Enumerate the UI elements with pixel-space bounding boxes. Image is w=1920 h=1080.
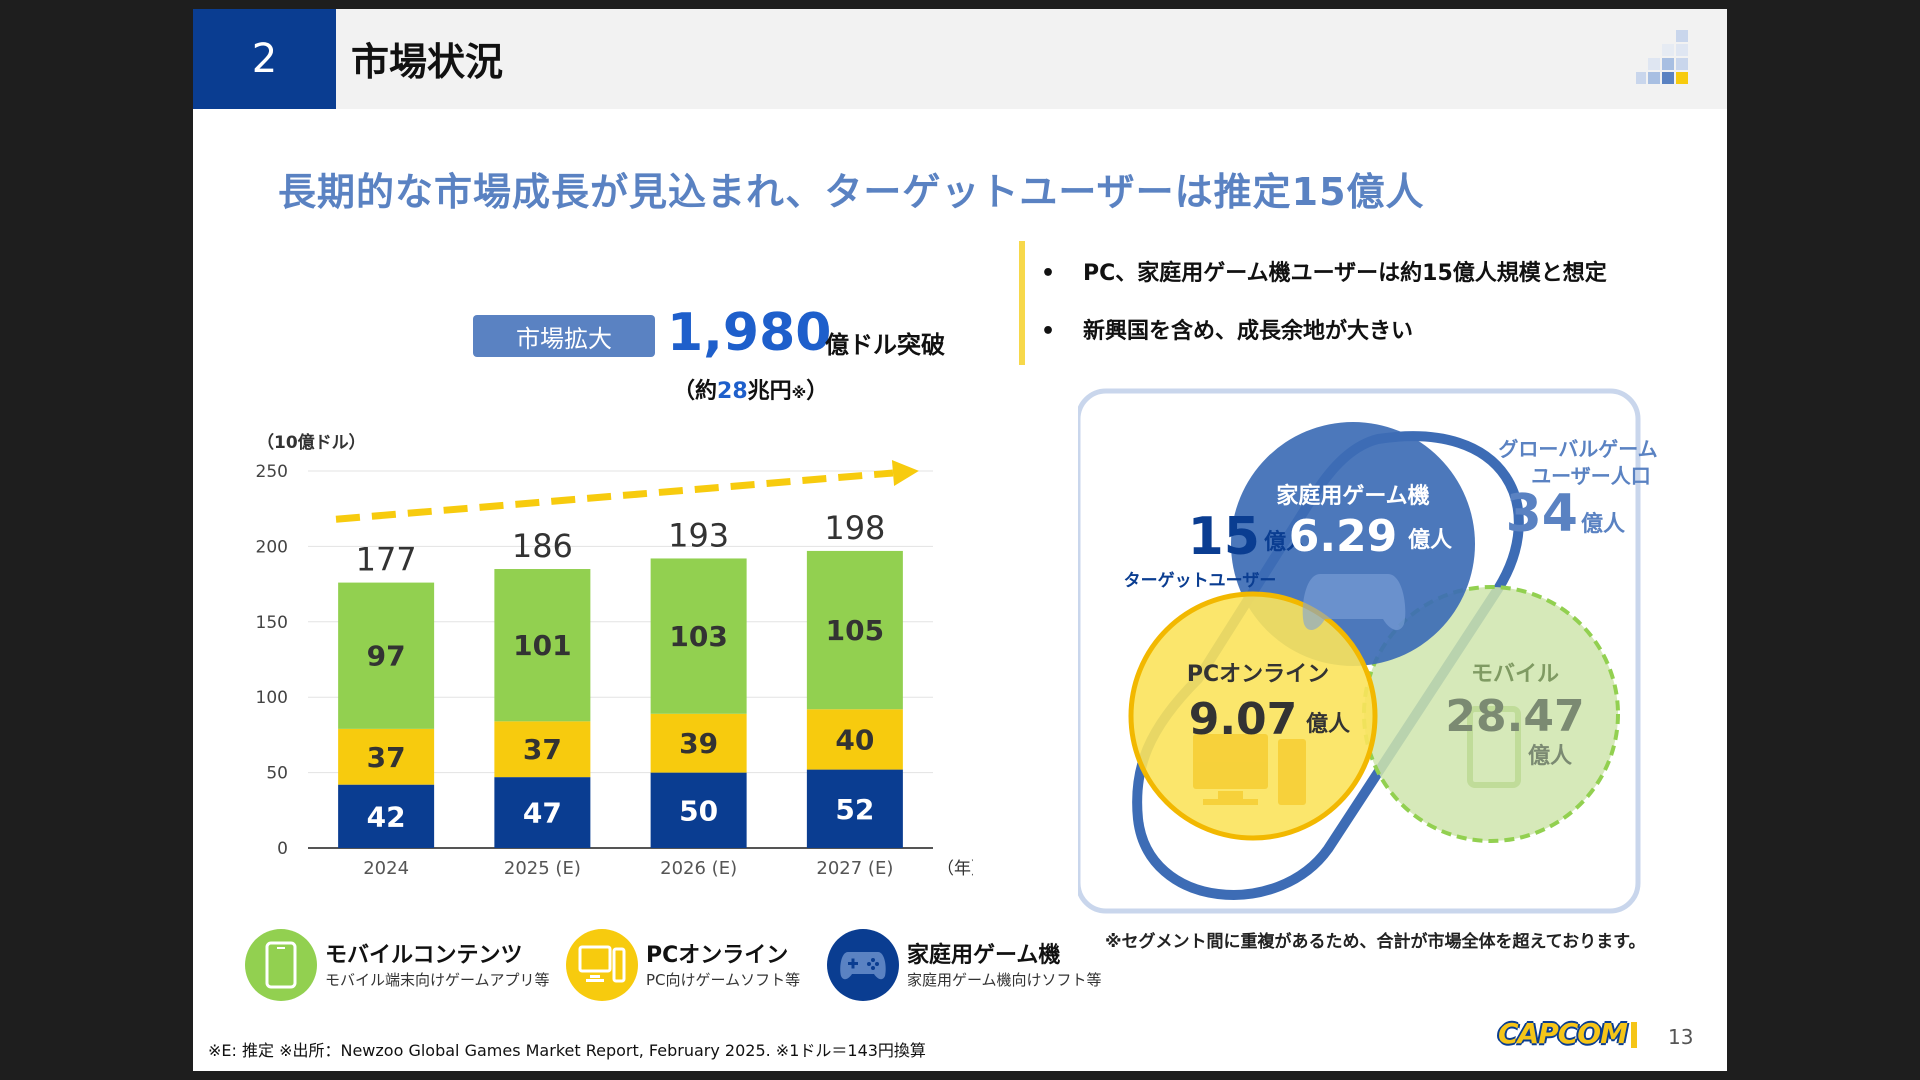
x-tick-label: 2027 (E) bbox=[816, 858, 893, 879]
bar-value-label: 47 bbox=[523, 797, 562, 830]
bar-total-label: 193 bbox=[668, 516, 729, 554]
console-label: 家庭用ゲーム機 bbox=[1276, 483, 1429, 509]
mobile-value: 28.47 bbox=[1445, 691, 1584, 742]
capcom-logo: CAPCOM bbox=[1498, 1017, 1628, 1050]
bar-value-label: 40 bbox=[835, 723, 874, 756]
target-unit: 億人 bbox=[1264, 529, 1308, 555]
bar-segment-mobile bbox=[650, 558, 747, 714]
bar-segment-console bbox=[650, 772, 747, 848]
pc-label: PCオンライン bbox=[1187, 662, 1329, 687]
legend-subtitle: 家庭用ゲーム機向けソフト等 bbox=[907, 971, 1102, 989]
headline: 長期的な市場成長が見込まれ、ターゲットユーザーは推定15億人 bbox=[278, 170, 1425, 214]
mobile-circle bbox=[1362, 585, 1620, 843]
target-value: 15 bbox=[1188, 507, 1260, 567]
y-tick-label: 0 bbox=[277, 839, 288, 859]
bar-value-label: 37 bbox=[367, 741, 406, 774]
market-yen-value: （約28兆円※） bbox=[673, 379, 829, 404]
bar-segment-mobile bbox=[806, 550, 903, 710]
x-tick-label: 2026 (E) bbox=[660, 858, 737, 879]
section-number: 2 bbox=[193, 9, 336, 109]
market-value: 1,980 bbox=[667, 303, 832, 363]
venn-frame bbox=[1078, 388, 1641, 914]
bar-value-label: 103 bbox=[669, 620, 727, 653]
legend-title: モバイルコンテンツ bbox=[325, 943, 523, 968]
bar-value-label: 105 bbox=[826, 614, 884, 647]
logo-accent bbox=[1631, 1022, 1637, 1048]
section-title: 市場状況 bbox=[351, 40, 504, 84]
chart-unit-label: （10億ドル） bbox=[257, 433, 366, 453]
market-bar-chart: 0 50 100 150 200 250 42 37 97 177 2024 47 37 101 186 20… bbox=[256, 460, 973, 879]
y-tick-label: 150 bbox=[256, 613, 288, 633]
pc-icon bbox=[1193, 734, 1306, 805]
x-tick-label: 2024 bbox=[363, 858, 409, 879]
console-unit: 億人 bbox=[1408, 527, 1452, 553]
trend-arrow-line bbox=[335, 469, 894, 523]
mobile-label: モバイル bbox=[1471, 662, 1559, 687]
bar-segment-mobile bbox=[494, 569, 591, 722]
bullet-item: • 新興国を含め、成長余地が大きい bbox=[1041, 319, 1414, 344]
bar-segment-pc bbox=[650, 713, 747, 773]
bullet-item: • PC、家庭用ゲーム機ユーザーは約15億人規模と想定 bbox=[1041, 261, 1607, 286]
bar-segment-pc bbox=[338, 728, 435, 785]
header-bar: 2 市場状況 bbox=[193, 9, 1727, 109]
legend-subtitle: PC向けゲームソフト等 bbox=[646, 971, 801, 989]
market-expansion-pill: 市場拡大 bbox=[473, 315, 655, 357]
bar-total-label: 177 bbox=[356, 541, 417, 579]
console-value: 6.29 bbox=[1289, 511, 1398, 562]
pc-unit: 億人 bbox=[1306, 711, 1350, 737]
gamepad-icon bbox=[827, 929, 899, 1001]
global-label-line1: グローバルゲーム bbox=[1498, 437, 1657, 461]
y-tick-label: 100 bbox=[256, 688, 288, 708]
overlap-note: ※セグメント間に重複があるため、合計が市場全体を超えております。 bbox=[1105, 932, 1646, 952]
bar-total-label: 198 bbox=[824, 509, 885, 547]
mobile-unit: 億人 bbox=[1528, 743, 1572, 769]
legend-subtitle: モバイル端末向けゲームアプリ等 bbox=[325, 971, 550, 989]
user-venn-diagram: 15 億人 ターゲットユーザー グローバルゲーム ユーザー人口 34 億人 家庭… bbox=[1078, 388, 1658, 914]
global-label-line2: ユーザー人口 bbox=[1531, 464, 1651, 488]
bar-segment-mobile bbox=[338, 582, 435, 729]
bar-segment-pc bbox=[806, 709, 903, 770]
legend-title: PCオンライン bbox=[646, 943, 789, 968]
gamepad-icon bbox=[1302, 574, 1406, 631]
global-unit: 億人 bbox=[1581, 511, 1625, 537]
smartphone-icon bbox=[1467, 706, 1521, 788]
bar-segment-console bbox=[494, 777, 591, 848]
bar-segment-pc bbox=[494, 721, 591, 778]
footer-source: ※E: 推定 ※出所：Newzoo Global Games Market Re… bbox=[208, 1041, 926, 1060]
x-tick-label: 2025 (E) bbox=[504, 858, 581, 879]
trend-arrow-head-icon bbox=[891, 460, 919, 486]
bar-value-label: 52 bbox=[835, 793, 874, 826]
legend-title: 家庭用ゲーム機 bbox=[907, 943, 1061, 968]
pc-value: 9.07 bbox=[1189, 694, 1298, 745]
bar-total-label: 186 bbox=[512, 527, 573, 565]
target-label: ターゲットユーザー bbox=[1124, 570, 1277, 591]
market-unit: 億ドル突破 bbox=[825, 331, 945, 359]
bar-value-label: 101 bbox=[513, 629, 571, 662]
decorative-squares-icon bbox=[1636, 30, 1688, 84]
pc-circle bbox=[1128, 591, 1378, 841]
slide: 2 市場状況 長期的な市場成長が見込まれ、ターゲットユーザーは推定15億人 • P… bbox=[193, 9, 1727, 1071]
bar-value-label: 42 bbox=[367, 800, 406, 833]
bar-segment-console bbox=[338, 784, 435, 848]
y-tick-label: 200 bbox=[256, 537, 288, 557]
y-tick-label: 50 bbox=[266, 764, 288, 784]
smartphone-icon bbox=[245, 929, 317, 1001]
pc-icon bbox=[566, 929, 638, 1001]
bar-value-label: 50 bbox=[679, 794, 718, 827]
bar-value-label: 39 bbox=[679, 727, 718, 760]
y-tick-label: 250 bbox=[256, 462, 288, 482]
bar-value-label: 97 bbox=[367, 640, 406, 673]
bullet-list: • PC、家庭用ゲーム機ユーザーは約15億人規模と想定 • 新興国を含め、成長余地が… bbox=[1019, 241, 1607, 365]
bar-value-label: 37 bbox=[523, 733, 562, 766]
x-unit-label: （年） bbox=[937, 859, 973, 879]
global-value: 34 bbox=[1506, 484, 1578, 544]
page-number: 13 bbox=[1668, 1025, 1694, 1049]
bar-segment-console bbox=[806, 769, 903, 848]
